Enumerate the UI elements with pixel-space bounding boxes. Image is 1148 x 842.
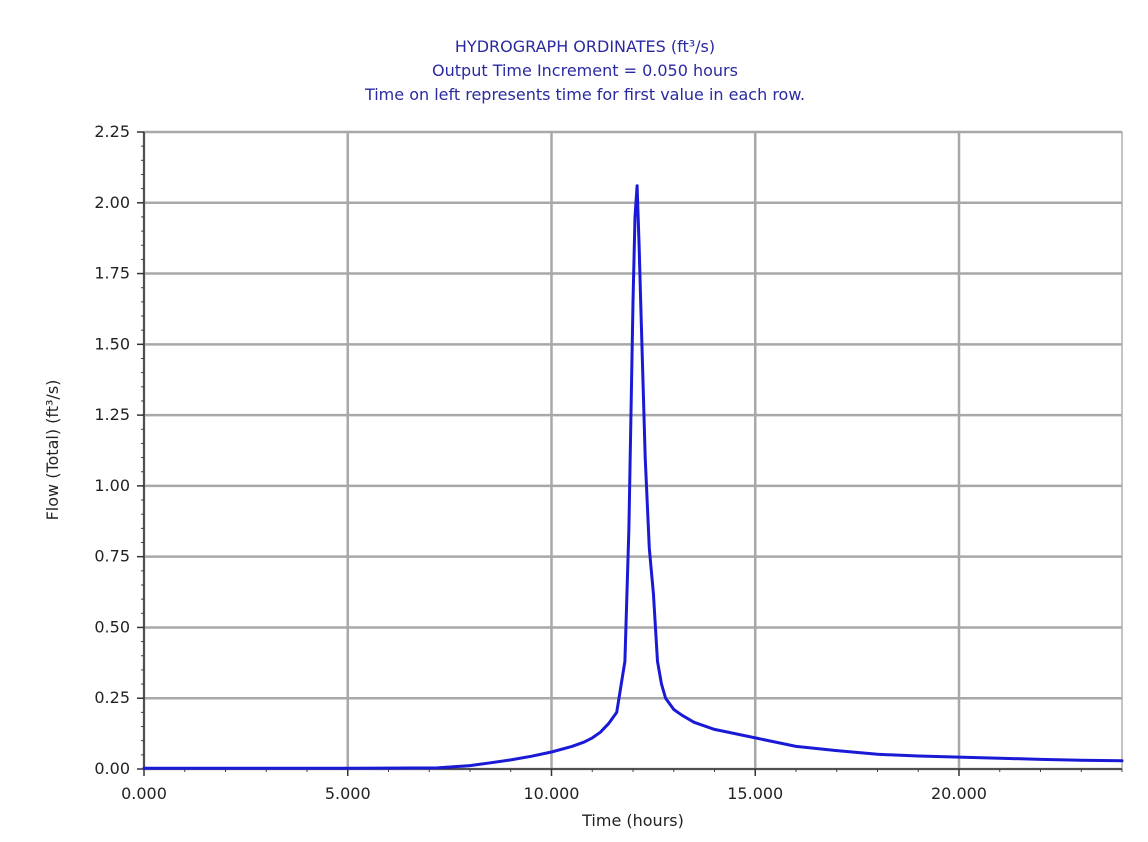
y-tick-label: 0.25 <box>94 688 130 707</box>
plot-area <box>143 131 1123 770</box>
x-tick-label: 5.000 <box>325 784 371 803</box>
x-tick-label: 0.000 <box>121 784 167 803</box>
y-tick-label: 1.75 <box>94 264 130 283</box>
x-tick-label: 10.000 <box>524 784 580 803</box>
y-tick-label: 1.50 <box>94 334 130 353</box>
x-tick-label: 15.000 <box>727 784 783 803</box>
x-axis-label: Time (hours) <box>581 811 684 830</box>
axis-ticks: 0.000 5.000 10.000 15.000 20.000 0.00 0.25 0.50… <box>94 122 1123 803</box>
y-tick-label: 1.00 <box>94 476 130 495</box>
y-tick-label: 2.00 <box>94 193 130 212</box>
chart-title: HYDROGRAPH ORDINATES (ft³/s) <box>455 37 715 56</box>
y-tick-label: 1.25 <box>94 405 130 424</box>
y-tick-label: 2.25 <box>94 122 130 141</box>
chart-subtitle-increment: Output Time Increment = 0.050 hours <box>432 61 738 80</box>
y-tick-label: 0.50 <box>94 617 130 636</box>
y-axis-label: Flow (Total) (ft³/s) <box>43 380 62 521</box>
y-tick-label: 0.00 <box>94 759 130 778</box>
series-layer <box>142 184 1124 770</box>
x-tick-label: 20.000 <box>931 784 987 803</box>
y-tick-label: 0.75 <box>94 547 130 566</box>
chart-subtitle-note: Time on left represents time for first v… <box>364 85 805 104</box>
series-line-flow <box>142 184 1124 770</box>
